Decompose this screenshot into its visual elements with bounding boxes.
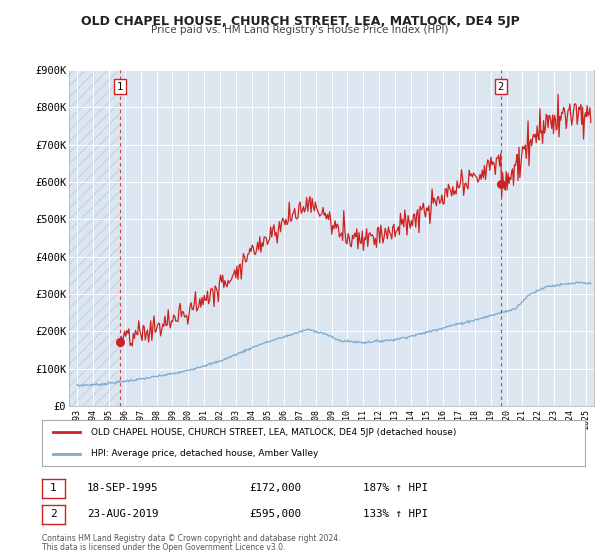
Text: 187% ↑ HPI: 187% ↑ HPI — [363, 483, 428, 493]
Text: 23-AUG-2019: 23-AUG-2019 — [87, 509, 158, 519]
Text: Price paid vs. HM Land Registry's House Price Index (HPI): Price paid vs. HM Land Registry's House … — [151, 25, 449, 35]
Text: OLD CHAPEL HOUSE, CHURCH STREET, LEA, MATLOCK, DE4 5JP (detached house): OLD CHAPEL HOUSE, CHURCH STREET, LEA, MA… — [91, 428, 456, 437]
Text: 2: 2 — [50, 509, 57, 519]
Text: £172,000: £172,000 — [249, 483, 301, 493]
Text: 2: 2 — [497, 82, 504, 92]
Text: 1: 1 — [117, 82, 124, 92]
Text: 18-SEP-1995: 18-SEP-1995 — [87, 483, 158, 493]
Text: OLD CHAPEL HOUSE, CHURCH STREET, LEA, MATLOCK, DE4 5JP: OLD CHAPEL HOUSE, CHURCH STREET, LEA, MA… — [80, 15, 520, 27]
Text: 133% ↑ HPI: 133% ↑ HPI — [363, 509, 428, 519]
Text: HPI: Average price, detached house, Amber Valley: HPI: Average price, detached house, Ambe… — [91, 449, 318, 458]
Text: 1: 1 — [50, 483, 57, 493]
Text: This data is licensed under the Open Government Licence v3.0.: This data is licensed under the Open Gov… — [42, 543, 286, 552]
Text: Contains HM Land Registry data © Crown copyright and database right 2024.: Contains HM Land Registry data © Crown c… — [42, 534, 341, 543]
Text: £595,000: £595,000 — [249, 509, 301, 519]
Bar — [69, 70, 120, 406]
